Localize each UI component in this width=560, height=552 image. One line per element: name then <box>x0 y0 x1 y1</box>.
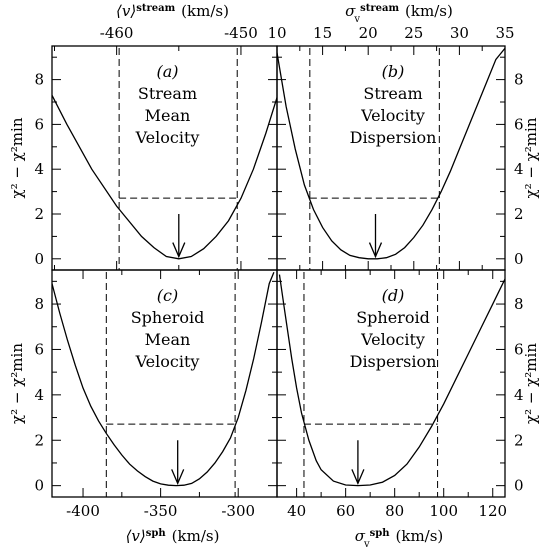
x-tick-label: 120 <box>478 502 507 520</box>
x-axis-label-superscript: stream <box>360 3 399 14</box>
y-tick-label: 2 <box>514 431 524 449</box>
panel-label: (b) <box>382 62 405 81</box>
x-tick-label: -300 <box>221 502 255 520</box>
minimum-arrow-head <box>351 469 365 486</box>
x-tick-label: 30 <box>450 24 469 42</box>
x-tick-label: 60 <box>336 502 355 520</box>
x-tick-label: 35 <box>495 24 514 42</box>
panel-annotation-line: Stream <box>138 84 197 103</box>
x-axis-label-subscript: v <box>353 14 360 25</box>
y-tick-label: 4 <box>34 386 44 404</box>
y-tick-label: 2 <box>34 431 44 449</box>
y-tick-label: 0 <box>34 477 44 495</box>
panel-label: (c) <box>157 286 178 305</box>
y-axis-label: χ² − χ²min <box>522 117 540 198</box>
y-tick-label: 0 <box>514 250 524 268</box>
y-tick-label: 4 <box>514 160 524 178</box>
x-axis-label-superscript: stream <box>136 3 175 14</box>
panel-annotation-line: Dispersion <box>350 352 437 371</box>
x-tick-label: 15 <box>313 24 332 42</box>
y-axis-label: χ² − χ²min <box>8 343 26 424</box>
x-tick-label: 10 <box>267 24 286 42</box>
y-tick-label: 8 <box>514 295 524 313</box>
chi2-curve <box>277 47 505 260</box>
y-tick-label: 6 <box>514 340 524 358</box>
x-axis-label-unit: (km/s) <box>181 2 229 20</box>
x-axis-label-unit: (km/s) <box>396 527 444 545</box>
x-axis-label: ⟨v⟩stream (km/s) <box>116 2 229 20</box>
y-tick-label: 8 <box>34 71 44 89</box>
x-axis-label-symbol: ⟨v⟩ <box>126 527 146 545</box>
panel-d: 0 2 4 6 8 40 60 80 100 120 (d) Spheroid Velocity Disp… <box>276 269 540 550</box>
y-axis-label: χ² − χ²min <box>8 117 26 198</box>
chi2-curve <box>278 274 505 487</box>
x-axis-label-unit: (km/s) <box>172 527 220 545</box>
x-axis-label: ⟨v⟩sph (km/s) <box>126 527 220 545</box>
x-tick-label: -350 <box>144 502 178 520</box>
x-tick-label: 80 <box>385 502 404 520</box>
panel-a: 0 2 4 6 8 -460 -450 (a) Stream Mean Velocity χ² − χ… <box>8 2 278 271</box>
chi2-curve <box>52 94 277 260</box>
x-tick-label: -450 <box>224 24 258 42</box>
y-tick-label: 6 <box>514 115 524 133</box>
x-axis-label: σvstream (km/s) <box>345 2 453 25</box>
panel-annotation-line: Mean <box>145 106 191 125</box>
x-axis-label-symbol: ⟨v⟩ <box>116 2 136 20</box>
y-tick-label: 8 <box>514 71 524 89</box>
x-axis-label-superscript: sph <box>370 528 391 539</box>
panel-c: 0 2 4 6 8 -400 -350 -300 (c) Spheroid Mean Velocity… <box>8 269 278 545</box>
x-tick-label: -460 <box>100 24 134 42</box>
x-tick-label: 100 <box>429 502 458 520</box>
panel-annotation-line: Velocity <box>360 106 425 125</box>
y-tick-label: 0 <box>514 477 524 495</box>
y-axis-label: χ² − χ²min <box>522 343 540 424</box>
minimum-arrow-head <box>172 242 186 259</box>
y-tick-label: 4 <box>514 386 524 404</box>
x-axis-label-symbol: σ <box>345 2 356 20</box>
y-tick-label: 6 <box>34 340 44 358</box>
x-axis-label: σvsph (km/s) <box>355 527 444 550</box>
panel-annotation-line: Velocity <box>135 352 200 371</box>
x-axis-label-symbol: σ <box>355 527 366 545</box>
y-tick-label: 8 <box>34 295 44 313</box>
panel-annotation-line: Velocity <box>360 330 425 349</box>
panel-annotation-line: Velocity <box>135 128 200 147</box>
panel-label: (a) <box>156 62 178 81</box>
x-tick-label: 40 <box>287 502 306 520</box>
x-tick-label: 20 <box>359 24 378 42</box>
x-tick-label: -400 <box>66 502 100 520</box>
x-axis-label-unit: (km/s) <box>405 2 453 20</box>
panel-annotation-line: Stream <box>363 84 422 103</box>
x-axis-label-subscript: v <box>363 539 370 550</box>
x-tick-label: 25 <box>404 24 423 42</box>
y-tick-label: 0 <box>34 250 44 268</box>
x-axis-label-superscript: sph <box>146 528 167 539</box>
panel-annotation-line: Spheroid <box>356 308 430 327</box>
panel-annotation-line: Dispersion <box>350 128 437 147</box>
y-tick-label: 2 <box>514 205 524 223</box>
chi2-curve <box>52 272 275 487</box>
y-tick-label: 4 <box>34 160 44 178</box>
panel-annotation-line: Mean <box>145 330 191 349</box>
y-tick-label: 2 <box>34 205 44 223</box>
minimum-arrow-head <box>171 469 185 486</box>
panel-annotation-line: Spheroid <box>131 308 205 327</box>
minimum-arrow-head <box>368 242 383 259</box>
panel-b: 0 2 4 6 8 10 15 20 25 30 35 (b) Stream Velocity Disper… <box>267 2 540 271</box>
panel-label: (d) <box>382 286 405 305</box>
panel-frame <box>276 269 506 498</box>
y-tick-label: 6 <box>34 115 44 133</box>
